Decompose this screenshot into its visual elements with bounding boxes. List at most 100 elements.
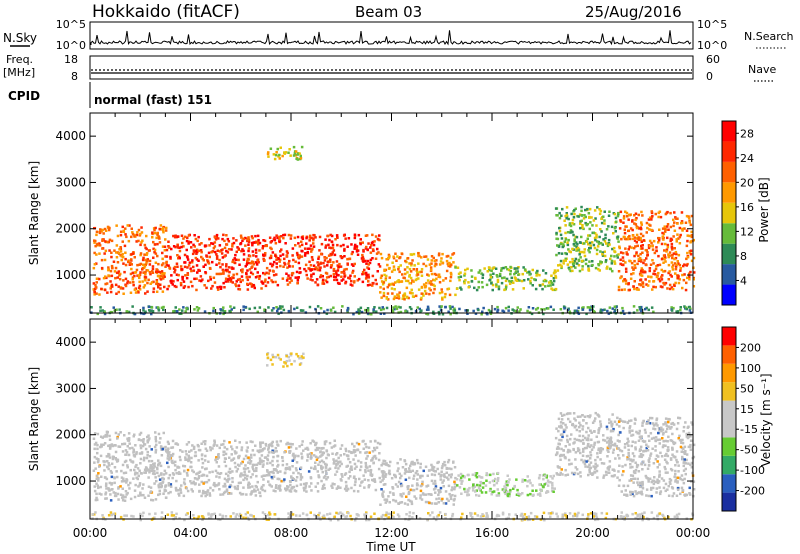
power-echo-cell (554, 274, 557, 278)
velocity-echo-cell (151, 499, 155, 502)
power-echo-cell (622, 259, 625, 262)
power-echo-cell (652, 262, 655, 265)
velocity-echo-cell (158, 478, 162, 481)
power-echo-cell (224, 268, 228, 272)
power-echo-cell (287, 233, 291, 237)
power-echo-cell (401, 273, 404, 276)
power-echo-cell (319, 262, 323, 265)
power-echo-cell (387, 284, 391, 287)
velocity-echo-cell (675, 458, 678, 462)
velocity-echo-cell (125, 478, 128, 481)
velocity-echo-cell (246, 446, 249, 449)
power-echo-cell (222, 233, 225, 237)
velocity-echo-cell (144, 466, 148, 469)
power-echo-cell (270, 309, 274, 312)
power-echo-cell (392, 297, 396, 301)
velocity-echo-cell (684, 462, 687, 465)
velocity-echo-cell (436, 467, 439, 471)
power-echo-cell (306, 277, 309, 280)
power-echo-cell (236, 278, 240, 281)
power-echo-cell (383, 312, 386, 315)
velocity-echo-cell (162, 492, 165, 495)
power-echo-cell (161, 290, 165, 293)
velocity-echo-cell (124, 490, 128, 493)
velocity-echo-cell (581, 425, 585, 428)
velocity-echo-cell (196, 472, 199, 475)
velocity-echo-cell (555, 447, 559, 450)
velocity-echo-cell (269, 444, 273, 447)
velocity-echo-cell (583, 462, 587, 466)
power-echo-cell (635, 226, 639, 230)
power-echo-cell (579, 226, 582, 230)
freq-tick-right-bottom: 0 (706, 70, 713, 83)
power-echo-cell (417, 254, 420, 258)
power-echo-cell (195, 252, 198, 255)
power-echo-cell (327, 254, 331, 257)
velocity-echo-cell (99, 454, 103, 458)
power-echo-cell (336, 269, 340, 272)
power-echo-cell (293, 152, 297, 155)
power-echo-cell (279, 146, 282, 149)
power-echo-cell (571, 247, 574, 251)
power-echo-cell (195, 306, 199, 309)
velocity-echo-cell (286, 488, 289, 491)
power-echo-cell (477, 271, 480, 274)
power-echo-cell (560, 237, 564, 240)
velocity-echo-cell (638, 455, 641, 458)
velocity-echo-cell (689, 448, 693, 451)
power-echo-cell (248, 268, 252, 271)
velocity-echo-cell (600, 462, 604, 465)
power-echo-cell (505, 284, 508, 287)
velocity-echo-cell (113, 476, 116, 480)
power-echo-cell (256, 275, 259, 278)
power-echo-cell (267, 306, 270, 309)
power-echo-cell (296, 282, 299, 285)
velocity-echo-cell (127, 432, 131, 435)
velocity-echo-cell (226, 480, 229, 483)
power-echo-cell (495, 283, 498, 286)
velocity-echo-cell (200, 494, 203, 498)
power-echo-cell (688, 309, 692, 312)
power-echo-cell (173, 271, 176, 274)
power-echo-cell (203, 244, 207, 247)
power-echo-cell (327, 275, 330, 279)
velocity-echo-cell (427, 493, 430, 496)
power-echo-cell (397, 305, 400, 309)
velocity-echo-cell (466, 491, 469, 494)
velocity-echo-cell (302, 482, 306, 486)
power-echo-cell (260, 287, 263, 290)
power-echo-cell (194, 249, 198, 253)
velocity-echo-cell (158, 482, 161, 486)
velocity-echo-cell (122, 496, 125, 499)
power-echo-cell (638, 256, 642, 260)
power-echo-cell (604, 260, 607, 264)
power-echo-cell (645, 249, 648, 252)
velocity-echo-cell (338, 464, 342, 468)
velocity-echo-cell (607, 468, 611, 471)
power-echo-cell (619, 220, 623, 223)
power-echo-cell (118, 277, 122, 281)
velocity-echo-cell (306, 459, 309, 462)
power-echo-cell (213, 236, 217, 239)
velocity-echo-cell (168, 456, 171, 459)
velocity-echo-cell (187, 456, 191, 459)
velocity-echo-cell (225, 489, 229, 493)
velocity-echo-cell (643, 463, 647, 467)
power-echo-cell (162, 308, 165, 312)
velocity-echo-cell (149, 464, 152, 467)
velocity-echo-cell (644, 474, 648, 478)
power-echo-cell (122, 292, 125, 295)
power-echo-cell (240, 236, 243, 239)
power-echo-cell (103, 252, 106, 255)
power-echo-cell (463, 281, 466, 285)
velocity-echo-cell (186, 458, 189, 461)
velocity-echo-cell (153, 472, 156, 476)
power-echo-cell (629, 227, 633, 230)
velocity-echo-cell (467, 493, 471, 497)
power-echo-cell (677, 262, 680, 265)
power-echo-cell (119, 272, 122, 276)
velocity-echo-cell (164, 496, 168, 499)
velocity-echo-cell (116, 437, 119, 440)
power-echo-cell (252, 254, 255, 257)
velocity-echo-cell (176, 443, 180, 446)
